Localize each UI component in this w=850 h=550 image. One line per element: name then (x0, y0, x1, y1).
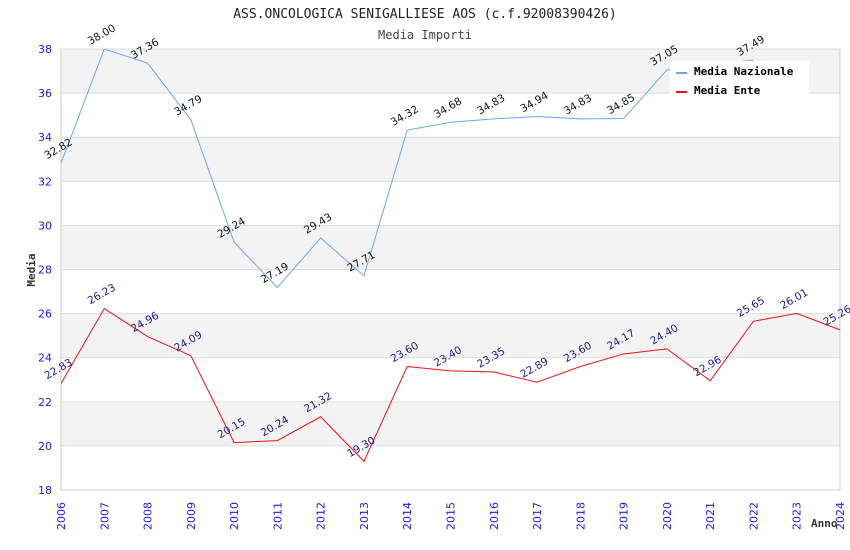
x-tick-label: 2013 (358, 502, 371, 530)
x-tick-label: 2022 (747, 502, 760, 530)
y-tick-label: 20 (38, 440, 52, 453)
y-axis-label: Media (25, 253, 38, 286)
x-tick-label: 2007 (98, 502, 111, 530)
x-tick-label: 2023 (791, 502, 804, 530)
x-tick-label: 2011 (271, 502, 284, 530)
x-tick-label: 2020 (661, 502, 674, 530)
x-tick-labels: 2006 2007 2008 2009 2010 2011 2012 2013 2014 2015… (55, 502, 847, 530)
x-tick-label: 2016 (488, 502, 501, 530)
x-tick-label: 2017 (531, 502, 544, 530)
grid-band (61, 401, 840, 446)
data-label: 34.83 (475, 92, 507, 117)
legend-label-nazionale: Media Nazionale (694, 65, 794, 78)
y-tick-label: 24 (38, 352, 52, 365)
legend-background (670, 61, 809, 97)
grid-band (61, 225, 840, 270)
data-label: 34.85 (605, 92, 637, 117)
chart-title: ASS.ONCOLOGICA SENIGALLIESE AOS (c.f.920… (233, 7, 617, 22)
y-tick-label: 34 (38, 131, 52, 144)
x-tick-label: 2010 (228, 502, 241, 530)
legend-swatch-nazionale (676, 72, 687, 74)
y-tick-label: 22 (38, 396, 52, 409)
x-tick-label: 2015 (445, 502, 458, 530)
grid-band (61, 313, 840, 358)
x-tick-label: 2008 (142, 502, 155, 530)
data-label: 34.32 (389, 103, 421, 128)
x-tick-label: 2014 (401, 502, 414, 530)
x-tick-label: 2021 (704, 502, 717, 530)
y-tick-labels: 18 20 22 24 26 28 30 32 34 36 38 (38, 43, 52, 497)
y-tick-label: 26 (38, 308, 52, 321)
y-tick-label: 36 (38, 87, 52, 100)
plot-bands (61, 49, 840, 446)
data-label: 26.23 (86, 282, 118, 307)
data-label: 34.83 (562, 92, 594, 117)
y-tick-label: 18 (38, 484, 52, 497)
y-tick-label: 30 (38, 219, 52, 232)
series-group (61, 49, 840, 463)
x-tick-label: 2024 (834, 502, 847, 530)
series-line-nazionale (61, 49, 754, 289)
y-tick-label: 28 (38, 264, 52, 277)
gridlines (61, 48, 840, 491)
data-label: 26.01 (778, 287, 810, 312)
data-label: 34.68 (432, 95, 464, 120)
data-label: 34.79 (172, 93, 204, 118)
y-tick-label: 32 (38, 175, 52, 188)
x-tick-label: 2006 (55, 502, 68, 530)
x-tick-label: 2018 (574, 502, 587, 530)
x-tick-label: 2012 (315, 502, 328, 530)
x-tick-label: 2019 (618, 502, 631, 530)
series-line-ente (61, 307, 840, 463)
grid-band (61, 137, 840, 182)
chart-subtitle: Media Importi (378, 28, 472, 42)
data-label: 38.00 (86, 22, 118, 47)
legend-label-ente: Media Ente (694, 84, 761, 97)
x-axis-label: Anno (811, 517, 838, 530)
legend: Media Nazionale Media Ente (670, 61, 809, 97)
legend-swatch-ente (676, 91, 687, 93)
data-label: 22.89 (519, 355, 551, 380)
x-tick-label: 2009 (185, 502, 198, 530)
y-tick-label: 38 (38, 43, 52, 56)
